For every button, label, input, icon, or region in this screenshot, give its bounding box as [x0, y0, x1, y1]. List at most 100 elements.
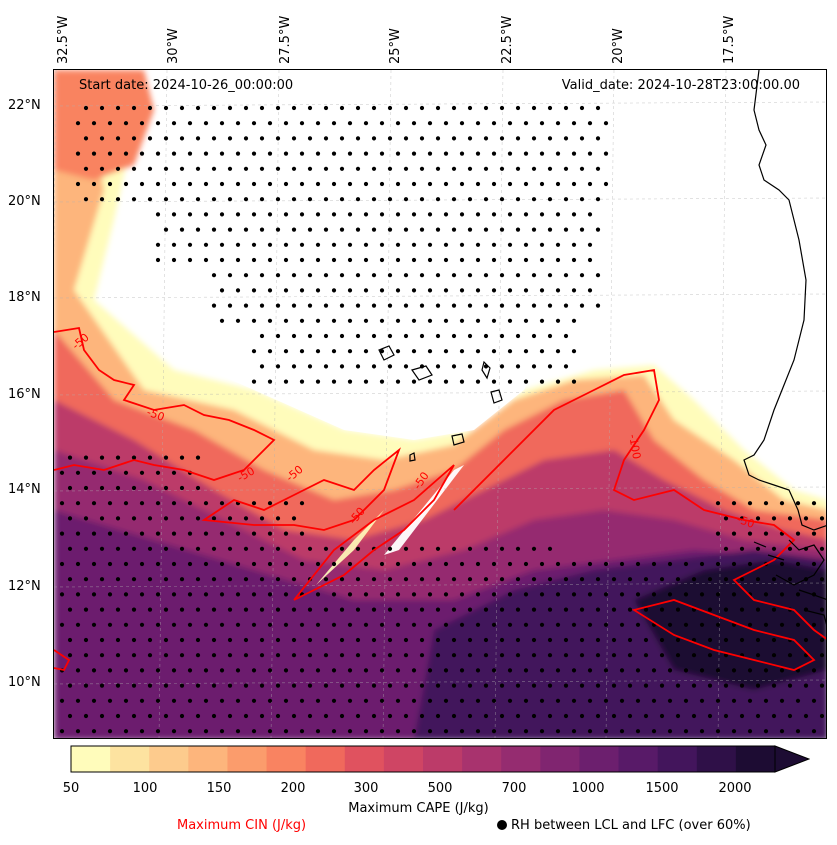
- valid-date-label: Valid_date: 2024-10-28T23:00:00.00: [561, 78, 800, 93]
- rh-dot: [283, 257, 289, 263]
- rh-dot: [299, 181, 305, 187]
- rh-dot: [571, 257, 577, 263]
- rh-dot: [267, 257, 273, 263]
- rh-dot: [155, 242, 161, 247]
- rh-dot: [259, 166, 265, 171]
- rh-dot: [435, 653, 441, 658]
- rh-dot: [251, 242, 257, 247]
- rh-dot: [379, 349, 385, 354]
- rh-dot: [163, 516, 169, 521]
- rh-dot: [395, 151, 401, 156]
- rh-dot: [115, 637, 121, 643]
- rh-dot: [523, 349, 529, 354]
- rh-dot: [315, 561, 321, 567]
- rh-dot: [67, 455, 73, 460]
- rh-dot: [179, 197, 185, 202]
- rh-dot: [147, 105, 153, 111]
- rh-dot: [755, 637, 761, 643]
- rh-dot: [355, 607, 361, 612]
- rh-dot: [483, 105, 489, 111]
- rh-dot: [723, 713, 729, 719]
- rh-dot: [139, 121, 145, 126]
- rh-dot: [571, 379, 577, 384]
- rh-dot: [499, 683, 505, 688]
- rh-dot: [147, 455, 153, 460]
- rh-dot: [219, 592, 225, 597]
- rh-dot: [379, 242, 385, 247]
- cin-contours: [54, 326, 826, 672]
- colorbar-tick: 700: [501, 781, 527, 796]
- rh-dot: [211, 653, 217, 658]
- rh-dot: [123, 592, 129, 597]
- rh-dot: [331, 318, 337, 323]
- rh-dot: [75, 561, 81, 567]
- rh-dot: [451, 577, 457, 582]
- rh-dot: [419, 227, 425, 232]
- rh-dot: [491, 212, 497, 217]
- rh-dot: [139, 668, 145, 673]
- rh-dot: [251, 212, 257, 217]
- rh-dot: [459, 592, 465, 597]
- rh-dot: [451, 105, 457, 111]
- rh-dot: [443, 181, 449, 187]
- rh-dot: [539, 379, 545, 384]
- rh-dot: [683, 729, 689, 734]
- rh-dot: [571, 212, 577, 217]
- rh-dot: [403, 364, 409, 369]
- colorbar: [70, 745, 811, 773]
- rh-dot: [435, 637, 441, 643]
- rh-dot: [571, 622, 577, 627]
- rh-dot: [547, 713, 553, 719]
- rh-dot: [563, 197, 569, 202]
- rh-dot: [363, 242, 369, 247]
- cin-contour-west: [54, 326, 276, 481]
- gridline-lon: [382, 70, 392, 738]
- rh-dot: [75, 470, 81, 475]
- rh-dot: [163, 197, 169, 202]
- rh-dot: [211, 516, 217, 521]
- rh-dot: [203, 121, 209, 126]
- rh-dot: [507, 349, 513, 354]
- rh-dot: [411, 379, 417, 384]
- rh-dot: [59, 531, 65, 536]
- rh-dot: [475, 242, 481, 247]
- rh-dot: [211, 166, 217, 171]
- rh-dot: [115, 455, 121, 460]
- rh-dot: [395, 622, 401, 627]
- colorbar-segment: [305, 746, 346, 772]
- colorbar-segment: [579, 746, 620, 772]
- rh-dot: [267, 729, 273, 734]
- rh-dot: [491, 318, 497, 323]
- dry-region: [144, 100, 614, 440]
- rh-dot: [75, 151, 81, 156]
- rh-dot: [219, 318, 225, 323]
- rh-dot: [435, 364, 441, 369]
- rh-dot: [371, 197, 377, 202]
- rh-dot: [435, 136, 441, 141]
- rh-dot: [139, 181, 145, 187]
- gridline-lon: [270, 70, 280, 738]
- rh-dot: [531, 607, 537, 612]
- rh-dot: [819, 683, 825, 688]
- rh-dot: [683, 561, 689, 567]
- rh-dot: [195, 637, 201, 643]
- lon-label-17-5w: 17.5°W: [722, 15, 737, 64]
- colorbar-frame: [70, 745, 776, 773]
- rh-dot: [251, 379, 257, 384]
- rh-dot: [179, 637, 185, 643]
- rh-dot: [147, 577, 153, 582]
- rh-dot: [195, 577, 201, 582]
- rh-dot: [523, 121, 529, 126]
- rh-dot: [555, 212, 561, 217]
- rh-dot: [755, 713, 761, 719]
- rh-dot: [379, 379, 385, 384]
- rh-dot: [83, 105, 89, 111]
- rh-dot: [379, 318, 385, 323]
- rh-dot: [59, 592, 65, 597]
- rh-dot: [331, 288, 337, 293]
- rh-dot: [243, 166, 249, 171]
- rh-dot: [83, 546, 89, 551]
- rh-dot: [507, 151, 513, 156]
- rh-dot: [627, 713, 633, 719]
- rh-dot: [363, 729, 369, 734]
